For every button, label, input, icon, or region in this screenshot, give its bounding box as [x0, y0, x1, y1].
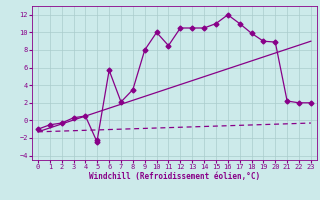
X-axis label: Windchill (Refroidissement éolien,°C): Windchill (Refroidissement éolien,°C) — [89, 172, 260, 181]
